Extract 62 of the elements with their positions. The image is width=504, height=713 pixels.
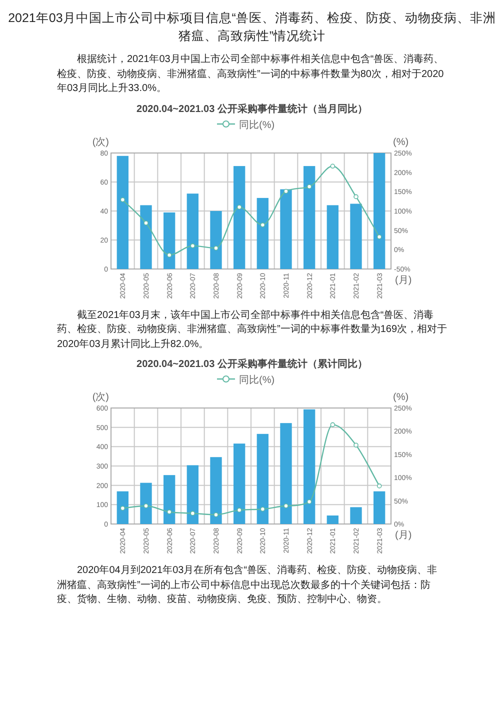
bar <box>304 166 316 268</box>
bar <box>350 203 362 268</box>
bar <box>256 434 268 524</box>
legend-label: 同比(%) <box>239 118 275 130</box>
bar <box>234 444 246 524</box>
point <box>354 442 358 448</box>
bar <box>304 409 316 524</box>
bar <box>116 155 128 268</box>
point <box>284 188 288 194</box>
y2-axis-title: (%) <box>393 392 409 403</box>
bar <box>186 465 198 524</box>
bar <box>326 204 338 268</box>
point <box>190 510 196 516</box>
bar <box>210 457 222 524</box>
bar <box>210 210 222 268</box>
chart-title: 2020.04~2021.03 公开采购事件量统计（当月同比） <box>136 102 368 114</box>
point <box>306 184 312 189</box>
point <box>144 220 148 225</box>
y-axis-title: (次) <box>92 392 109 403</box>
text: 根据统计，2021年03月中国上市公司全部中标事件相关信息中包含“兽医、消毒药、检疫、防疫、动物疫病、非洲猪瘟、高致病性”一词的中标事件数量为80次，相对于2020年03月同比上升33.0%。 <box>57 53 445 96</box>
y2-axis-title: (%) <box>393 136 409 148</box>
text: 截至2021年03月末，该年中国上市公司全部中标事件中相关信息包含“兽医、消毒药、检疫、防疫、动物疫病、非洲猪瘟、高致病性”一词的中标事件数量为169次，相对于2020年03月累计同比上升82.0%。 <box>57 308 448 352</box>
bar <box>140 204 152 268</box>
bar <box>326 515 338 524</box>
bar <box>186 193 198 268</box>
bar <box>280 188 292 268</box>
point <box>260 222 266 227</box>
bar <box>164 212 176 268</box>
point <box>284 504 288 508</box>
point <box>260 506 266 512</box>
x-axis-title: (月) <box>395 530 412 541</box>
text: 2021年03月中国上市公司中标项目信息“兽医、消毒药、检疫、防疫、动物疫病、非洲猪瘟、高致病性”情况统计 <box>7 10 497 44</box>
bar <box>140 482 152 524</box>
point <box>214 245 218 250</box>
point <box>166 510 172 514</box>
point <box>330 422 336 428</box>
point <box>330 163 336 168</box>
bar <box>234 166 246 268</box>
chart-title: 2020.04~2021.03 公开采购事件量统计（累计同比） <box>136 358 368 370</box>
point <box>236 204 242 210</box>
point <box>120 196 126 202</box>
point <box>354 194 358 199</box>
point <box>144 504 148 508</box>
bar <box>374 152 386 268</box>
bar <box>374 491 386 524</box>
bar <box>350 507 362 524</box>
point <box>306 499 312 504</box>
bar <box>164 475 176 524</box>
legend-label: 同比(%) <box>239 374 275 386</box>
bar <box>116 491 128 524</box>
bar <box>280 423 292 524</box>
y-axis-title: (次) <box>92 136 109 148</box>
point <box>120 506 126 511</box>
point <box>214 512 218 518</box>
point <box>376 234 382 239</box>
point <box>166 252 172 257</box>
point <box>376 484 382 488</box>
point <box>236 508 242 512</box>
point <box>190 242 196 248</box>
bar <box>256 197 268 268</box>
text: 2020年04月到2021年03月在所有包含“兽医、消毒药、检疫、防疫、动物疫病、非洲猪瘟、高致病性”一词的上市公司中标信息中出现总次数最多的十个关键词包括：防疫、货物、生物、动物、疫苗、动物疫病、免疫、预防、控制中心、物资。 <box>57 564 438 607</box>
x-axis-title: (月) <box>395 274 412 286</box>
